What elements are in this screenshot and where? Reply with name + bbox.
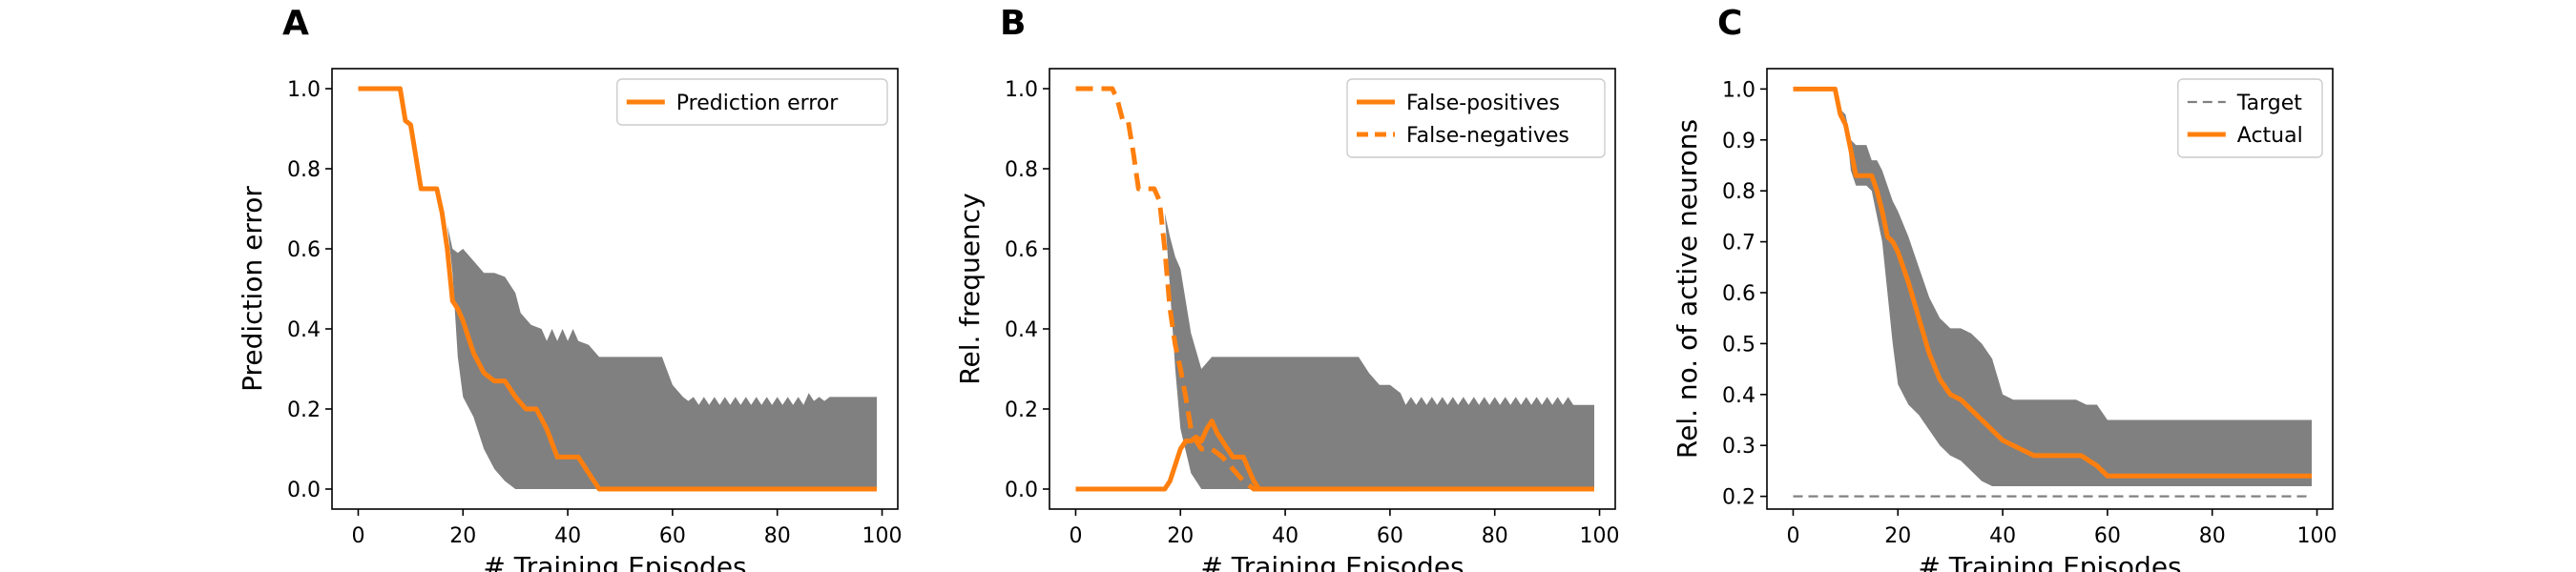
y-tick-label-c-2: 0.4 [1722, 384, 1755, 408]
y-tick-label-c-3: 0.5 [1722, 333, 1755, 357]
y-tick-label-c-1: 0.3 [1722, 435, 1755, 459]
plot-area-a [331, 68, 899, 510]
chart-panel-a: A 0 20 40 60 80 100 0.0 0.2 0.4 0.6 0.8 1.0 # Train… [237, 4, 903, 572]
series-line-b-1 [1075, 419, 1594, 492]
series-line-a-1 [358, 86, 877, 492]
legend-a [616, 78, 888, 126]
x-tick-label-a-60: 60 [659, 524, 686, 548]
y-tick-label-a-4: 0.8 [287, 158, 321, 182]
x-tick-label-c-0: 0 [1786, 524, 1799, 548]
legend-b [1346, 78, 1606, 158]
x-axis-label-a: # Training Episodes [483, 551, 746, 572]
y-tick-label-a-5: 1.0 [287, 78, 321, 102]
x-axis-label-b: # Training Episodes [1200, 551, 1464, 572]
std-band-b [1075, 89, 1594, 489]
y-tick-label-c-6: 0.8 [1722, 180, 1755, 204]
y-tick-label-a-0: 0.0 [287, 479, 321, 502]
y-tick-label-b-2: 0.4 [1005, 318, 1038, 342]
y-tick-label-c-7: 0.9 [1722, 130, 1755, 153]
y-tick-label-c-4: 0.6 [1722, 282, 1755, 306]
x-tick-label-b-0: 0 [1069, 524, 1082, 548]
x-tick-label-a-40: 40 [554, 524, 581, 548]
chart-panel-b: B 0 20 40 60 80 100 0.0 0.2 0.4 0.6 0.8 1.0 # Train… [954, 4, 1620, 572]
y-tick-label-c-8: 1.0 [1722, 78, 1755, 102]
y-tick-label-a-2: 0.4 [287, 318, 321, 342]
x-tick-label-a-0: 0 [351, 524, 364, 548]
legend-c [2177, 78, 2323, 158]
legend-label-c-1: Target [2236, 92, 2302, 115]
x-tick-label-c-40: 40 [1989, 524, 2016, 548]
x-axis-label-c: # Training Episodes [1918, 551, 2181, 572]
x-tick-label-c-80: 80 [2199, 524, 2226, 548]
y-tick-label-b-5: 1.0 [1005, 78, 1038, 102]
series-line-b-2 [1075, 86, 1594, 492]
x-tick-label-b-20: 20 [1167, 524, 1194, 548]
plot-area-c [1766, 68, 2334, 510]
series-line-c-2 [1793, 86, 2312, 479]
x-tick-label-c-100: 100 [2297, 524, 2337, 548]
x-tick-label-b-60: 60 [1377, 524, 1403, 548]
panel-letter-c: C [1717, 4, 1742, 43]
y-tick-label-c-0: 0.2 [1722, 486, 1755, 510]
y-axis-label-c: Rel. no. of active neurons [1672, 119, 1703, 459]
x-tick-label-a-80: 80 [764, 524, 791, 548]
x-tick-label-a-20: 20 [449, 524, 476, 548]
x-tick-label-b-40: 40 [1272, 524, 1298, 548]
y-tick-label-a-1: 0.2 [287, 398, 321, 422]
y-tick-label-b-3: 0.6 [1005, 238, 1038, 262]
x-tick-label-b-100: 100 [1580, 524, 1620, 548]
legend-label-a-1: Prediction error [676, 92, 839, 115]
y-tick-label-b-0: 0.0 [1005, 479, 1038, 502]
legend-label-b-2: False-negatives [1406, 124, 1569, 148]
panel-letter-b: B [1000, 4, 1026, 43]
y-axis-label-b: Rel. frequency [954, 193, 986, 384]
y-tick-label-a-3: 0.6 [287, 238, 321, 262]
std-band-c [1793, 89, 2312, 487]
y-axis-label-a: Prediction error [237, 186, 268, 392]
y-tick-label-b-1: 0.2 [1005, 398, 1038, 422]
chart-panel-c: C 0 20 40 60 80 100 0.2 0.3 0.4 0.5 0.6 0.7 0.8 0.9 1.… [1672, 4, 2337, 572]
y-tick-label-b-4: 0.8 [1005, 158, 1038, 182]
plot-area-b [1049, 68, 1616, 510]
x-tick-label-b-80: 80 [1482, 524, 1508, 548]
x-tick-label-a-100: 100 [862, 524, 903, 548]
x-tick-label-c-60: 60 [2094, 524, 2121, 548]
panel-letter-a: A [282, 4, 309, 43]
y-tick-label-c-5: 0.7 [1722, 232, 1755, 255]
legend-label-b-1: False-positives [1406, 92, 1560, 115]
legend-label-c-2: Actual [2237, 124, 2303, 148]
x-tick-label-c-20: 20 [1884, 524, 1911, 548]
std-band-a [358, 89, 877, 489]
